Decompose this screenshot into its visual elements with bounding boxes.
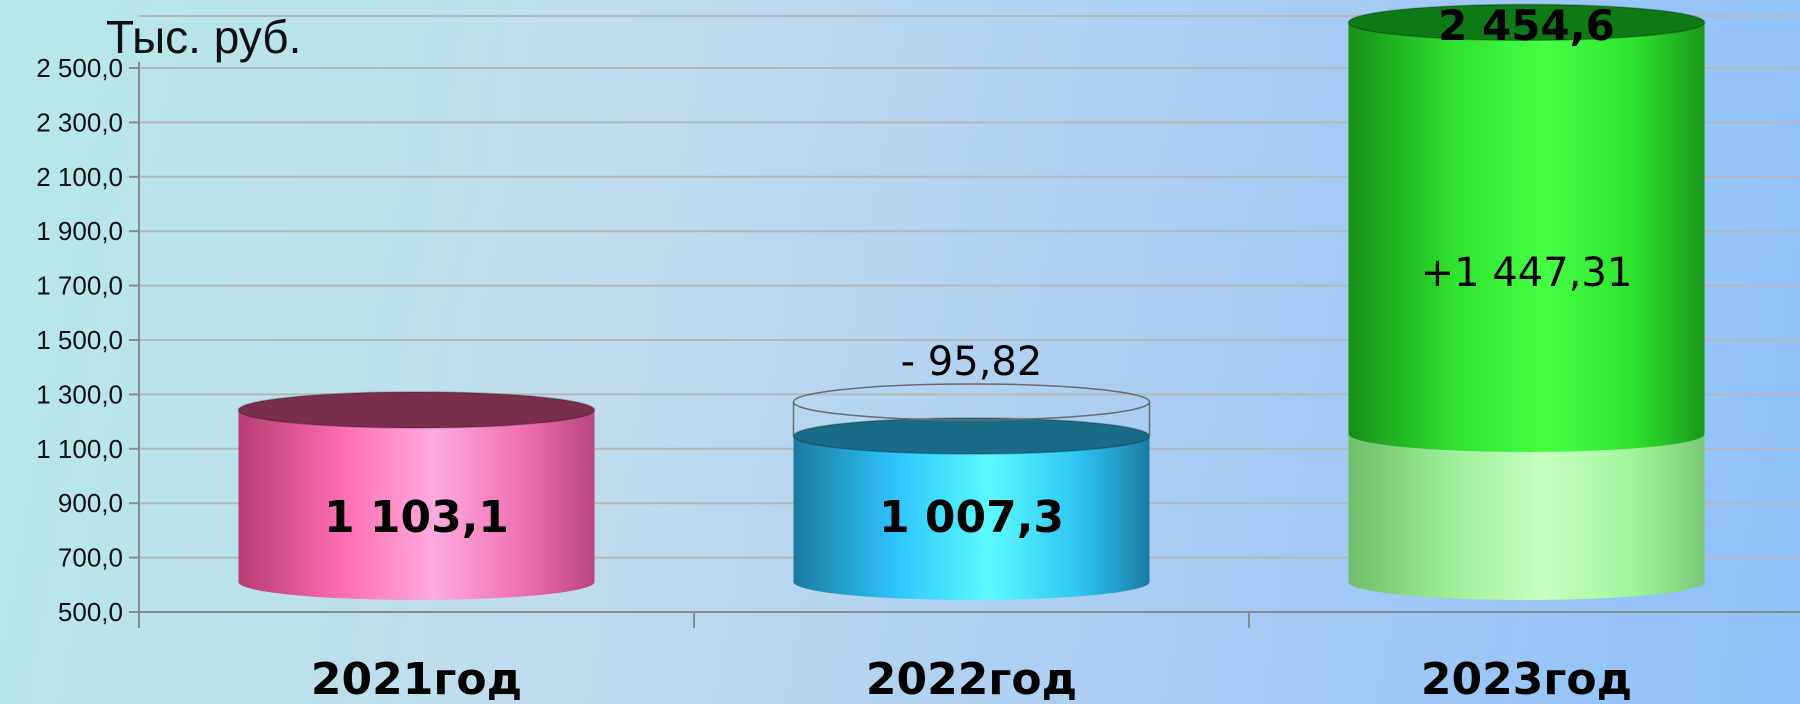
y-tick-label: 700,0 xyxy=(58,543,123,573)
y-tick-label: 2 100,0 xyxy=(36,162,123,192)
y-tick-label: 1 500,0 xyxy=(36,325,123,355)
bar-increase-segment-body xyxy=(1348,22,1705,453)
decrease-outline-top xyxy=(792,383,1151,421)
bar-cylinder-body xyxy=(238,409,595,600)
labels: 1 103,1 2021год 1 007,3 - 95,82 2022год 2 454… xyxy=(311,1,1632,704)
y-tick-label: 900,0 xyxy=(58,488,123,518)
bar-base-segment-body xyxy=(1348,434,1705,600)
bar-cylinder-body xyxy=(793,436,1150,600)
axes: 500,0 700,0 900,0 1 100,0 1 300,0 1 500,0 1 70… xyxy=(36,53,1800,628)
y-tick-label: 1 700,0 xyxy=(36,271,123,301)
bar-value-label: 2 454,6 xyxy=(1438,1,1615,50)
x-category-label: 2023год xyxy=(1421,654,1632,704)
y-tick-label: 2 300,0 xyxy=(36,107,123,137)
bar-2021год xyxy=(237,391,596,600)
bar-2022год xyxy=(792,383,1151,600)
y-tick-label: 1 900,0 xyxy=(36,216,123,246)
y-tick-label: 1 100,0 xyxy=(36,434,123,464)
x-category-label: 2021год xyxy=(311,654,522,704)
x-category-label: 2022год xyxy=(866,654,1077,704)
bar-change-label: - 95,82 xyxy=(901,339,1043,385)
bars xyxy=(237,3,1706,600)
y-tick-label: 1 300,0 xyxy=(36,379,123,409)
bar-increase-segment-top xyxy=(1347,3,1706,42)
bar-change-label: +1 447,31 xyxy=(1421,250,1633,296)
bar-value-label: 1 103,1 xyxy=(324,492,509,543)
bar-2023год xyxy=(1347,3,1706,600)
bar-cylinder-top xyxy=(792,417,1151,455)
y-tick-label: 500,0 xyxy=(58,597,123,627)
bar-cylinder-top xyxy=(237,391,596,429)
unit-label: Тыс. руб. xyxy=(106,11,302,63)
y-tick-label: 2 500,0 xyxy=(36,53,123,83)
bar-value-label: 1 007,3 xyxy=(879,492,1064,543)
